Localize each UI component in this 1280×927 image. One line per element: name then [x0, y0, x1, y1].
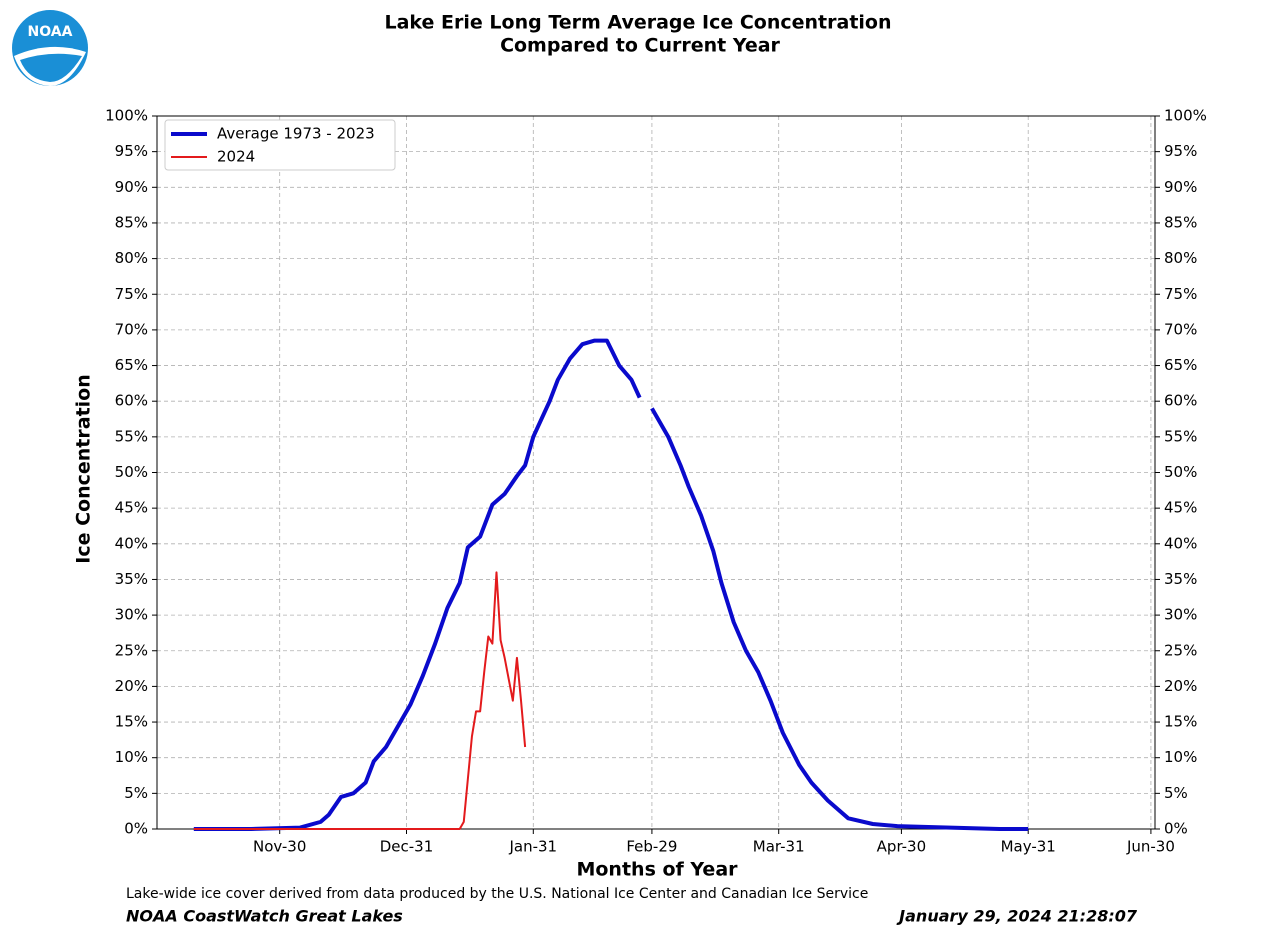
- y-tick-label: 35%: [115, 570, 148, 588]
- y-tick-label: 30%: [115, 606, 148, 624]
- logo-text: NOAA: [28, 24, 73, 40]
- footnote: Lake-wide ice cover derived from data pr…: [126, 886, 868, 902]
- x-tick-label: Feb-29: [626, 838, 677, 856]
- y2-tick-label: 40%: [1164, 534, 1197, 552]
- legend: Average 1973 - 2023 2024: [164, 119, 396, 171]
- y2-tick-label: 30%: [1164, 606, 1197, 624]
- plot-frame: [156, 115, 1156, 830]
- y-tick-label: 90%: [115, 178, 148, 196]
- y2-tick-label: 95%: [1164, 142, 1197, 160]
- data-line: [193, 571, 527, 830]
- credit: NOAA CoastWatch Great Lakes: [126, 907, 403, 926]
- timestamp: January 29, 2024 21:28:07: [896, 907, 1138, 926]
- legend-box: [164, 119, 396, 171]
- y2-tick-label: 70%: [1164, 320, 1197, 338]
- y2-tick-label: 5%: [1164, 784, 1188, 802]
- chart-subtitle: Compared to Current Year: [500, 35, 780, 57]
- y2-tick-label: 100%: [1164, 107, 1207, 125]
- y2-tick-label: 80%: [1164, 249, 1197, 267]
- y-tick-label: 50%: [115, 463, 148, 481]
- y-tick-label: 80%: [115, 249, 148, 267]
- x-tick-label: Nov-30: [253, 838, 306, 856]
- x-tick-label: Mar-31: [753, 838, 805, 856]
- y-tick-label: 0%: [124, 820, 148, 838]
- y-tick-label: 75%: [115, 285, 148, 303]
- x-tick-label: Jun-30: [1126, 838, 1175, 856]
- y2-tick-label: 65%: [1164, 356, 1197, 374]
- x-tick-label: Dec-31: [380, 838, 434, 856]
- y2-tick-label: 85%: [1164, 213, 1197, 231]
- x-tick-label: May-31: [1001, 838, 1056, 856]
- legend-label: 2024: [217, 148, 255, 166]
- noaa-logo: NOAA: [12, 10, 88, 86]
- y2-tick-label: 20%: [1164, 677, 1197, 695]
- x-axis-label: Months of Year: [576, 859, 738, 881]
- y2-tick-label: 0%: [1164, 820, 1188, 838]
- x-tick-label: Apr-30: [877, 838, 927, 856]
- y2-tick-label: 60%: [1164, 392, 1197, 410]
- data-line: [193, 338, 1029, 831]
- y-tick-label: 100%: [105, 107, 148, 125]
- y-tick-label: 10%: [115, 748, 148, 766]
- chart-title: Lake Erie Long Term Average Ice Concentr…: [385, 12, 892, 34]
- y2-tick-label: 35%: [1164, 570, 1197, 588]
- y-tick-label: 5%: [124, 784, 148, 802]
- y2-tick-label: 50%: [1164, 463, 1197, 481]
- legend-label: Average 1973 - 2023: [217, 125, 375, 143]
- y-tick-label: 65%: [115, 356, 148, 374]
- y-tick-label: 40%: [115, 534, 148, 552]
- y2-tick-label: 25%: [1164, 641, 1197, 659]
- y-axis-label: Ice Concentration: [73, 374, 95, 563]
- y2-tick-label: 15%: [1164, 713, 1197, 731]
- y2-tick-label: 45%: [1164, 499, 1197, 517]
- y-tick-label: 95%: [115, 142, 148, 160]
- y-tick-label: 15%: [115, 713, 148, 731]
- y-tick-label: 60%: [115, 392, 148, 410]
- y-tick-label: 85%: [115, 213, 148, 231]
- y2-tick-label: 55%: [1164, 427, 1197, 445]
- y-tick-label: 20%: [115, 677, 148, 695]
- y-tick-label: 25%: [115, 641, 148, 659]
- x-tick-label: Jan-31: [508, 838, 557, 856]
- y-tick-label: 70%: [115, 320, 148, 338]
- y-tick-label: 55%: [115, 427, 148, 445]
- y2-tick-label: 75%: [1164, 285, 1197, 303]
- y2-tick-label: 90%: [1164, 178, 1197, 196]
- y-tick-label: 45%: [115, 499, 148, 517]
- y2-tick-label: 10%: [1164, 748, 1197, 766]
